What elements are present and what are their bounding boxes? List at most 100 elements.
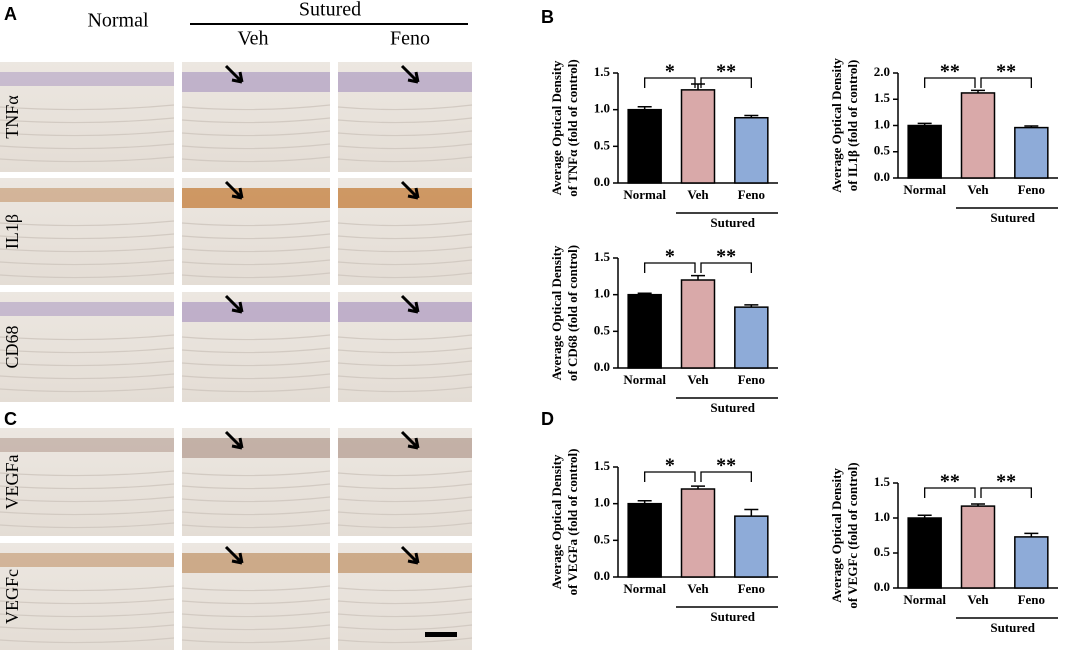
- stroma-fiber: [337, 624, 473, 631]
- epithelium: [338, 302, 472, 322]
- stroma-fiber: [181, 104, 331, 111]
- stroma-fiber: [0, 598, 175, 605]
- stroma-fiber: [0, 272, 175, 279]
- stroma-fiber: [0, 496, 175, 503]
- y-tick-label: 0.5: [874, 544, 891, 559]
- y-axis-label: of VEGFa (fold of control): [565, 449, 580, 596]
- error-bar: [744, 114, 759, 118]
- group-label: Sutured: [710, 609, 755, 624]
- arrow: [400, 294, 420, 314]
- stroma-fiber: [337, 373, 473, 380]
- x-tick-label: Veh: [687, 372, 709, 387]
- error-bar: [971, 503, 985, 507]
- y-axis-label: of TNFα (fold of control): [565, 59, 580, 196]
- y-axis-label: Average Optical Density: [549, 60, 564, 195]
- stroma-fiber: [0, 233, 175, 240]
- y-axis-label: of VEGFc (fold of control): [845, 462, 860, 608]
- significance-label: **: [996, 61, 1016, 83]
- y-tick-label: 0.5: [594, 322, 611, 337]
- y-tick-label: 0.0: [874, 579, 890, 594]
- stroma-fiber: [0, 156, 175, 163]
- stroma-fiber: [337, 220, 473, 227]
- bar: [960, 92, 996, 179]
- y-tick-label: 1.5: [594, 249, 611, 264]
- stroma-fiber: [0, 130, 175, 137]
- bar: [734, 515, 769, 578]
- error-bar: [691, 274, 705, 280]
- stroma-fiber: [181, 637, 331, 644]
- stroma-fiber: [181, 347, 331, 354]
- stroma-fiber: [0, 611, 175, 618]
- bar: [627, 502, 662, 578]
- bar: [627, 108, 662, 184]
- y-tick-label: 1.5: [594, 458, 611, 473]
- stroma-fiber: [337, 386, 473, 393]
- error-bar: [637, 499, 652, 504]
- y-tick-label: 2.0: [874, 64, 890, 79]
- stroma-fiber: [0, 509, 175, 516]
- stroma-fiber: [0, 483, 175, 490]
- stroma-fiber: [0, 220, 175, 227]
- stroma-fiber: [337, 156, 473, 163]
- stroma-fiber: [337, 334, 473, 341]
- epithelium: [338, 72, 472, 92]
- significance-bracket: [980, 487, 1032, 498]
- scale-bar: [425, 632, 457, 637]
- x-tick-label: Veh: [687, 581, 709, 596]
- significance-label: *: [665, 455, 675, 477]
- stroma-fiber: [337, 347, 473, 354]
- error-bar: [971, 89, 985, 93]
- y-tick-label: 1.0: [594, 101, 610, 116]
- stroma-fiber: [0, 143, 175, 150]
- y-tick-label: 1.0: [594, 495, 610, 510]
- stroma-fiber: [181, 259, 331, 266]
- error-bar: [1024, 125, 1039, 128]
- significance-bracket: [700, 471, 752, 482]
- arrow: [224, 180, 244, 200]
- epithelium: [182, 72, 330, 92]
- y-axis-label: Average Optical Density: [549, 454, 564, 589]
- stroma-fiber: [337, 585, 473, 592]
- y-tick-label: 1.0: [874, 116, 890, 131]
- stroma-fiber: [181, 117, 331, 124]
- stroma-fiber: [337, 117, 473, 124]
- stroma-fiber: [181, 334, 331, 341]
- bar: [627, 293, 662, 369]
- x-tick-label: Normal: [623, 187, 666, 202]
- y-axis-label: of IL1β (fold of control): [845, 60, 860, 192]
- y-tick-label: 0.0: [594, 174, 610, 189]
- x-tick-label: Veh: [967, 592, 989, 607]
- group-label: Sutured: [990, 620, 1035, 635]
- stroma-fiber: [181, 272, 331, 279]
- epithelium: [0, 438, 174, 452]
- stroma-fiber: [181, 522, 331, 529]
- stroma-fiber: [0, 373, 175, 380]
- stroma-fiber: [337, 246, 473, 253]
- stroma-fiber: [0, 334, 175, 341]
- stroma-fiber: [337, 483, 473, 490]
- significance-bracket: [644, 262, 696, 273]
- epithelium: [182, 302, 330, 322]
- arrow: [224, 64, 244, 84]
- x-tick-label: Normal: [903, 592, 946, 607]
- arrow: [400, 430, 420, 450]
- stroma-fiber: [181, 611, 331, 618]
- y-axis-label: Average Optical Density: [829, 58, 844, 193]
- stroma-fiber: [0, 104, 175, 111]
- arrow: [400, 545, 420, 565]
- group-label: Sutured: [710, 400, 755, 415]
- significance-label: *: [665, 246, 675, 268]
- y-tick-label: 0.5: [594, 531, 611, 546]
- stroma-fiber: [0, 585, 175, 592]
- row-label: VEGFa: [2, 454, 22, 509]
- arrow: [224, 294, 244, 314]
- arrow: [400, 180, 420, 200]
- significance-bracket: [924, 77, 976, 88]
- x-tick-label: Feno: [1018, 592, 1045, 607]
- significance-bracket: [924, 487, 976, 498]
- stroma-fiber: [181, 220, 331, 227]
- stroma-fiber: [181, 509, 331, 516]
- column-header: Feno: [390, 28, 430, 50]
- y-tick-label: 0.5: [594, 137, 611, 152]
- error-bar: [744, 508, 759, 517]
